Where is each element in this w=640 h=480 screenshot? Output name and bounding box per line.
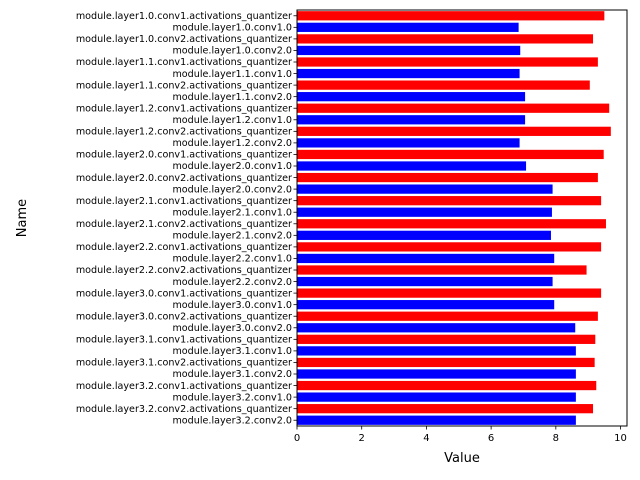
y-tick-label: module.layer2.0.conv2.activations_quanti… xyxy=(76,173,292,184)
bar-15 xyxy=(297,184,553,194)
x-axis-label: Value xyxy=(444,451,480,466)
y-tick-label: module.layer3.1.conv1.activations_quanti… xyxy=(76,335,292,346)
bar-8 xyxy=(297,103,610,113)
bar-26 xyxy=(297,311,598,321)
bar-27 xyxy=(297,323,576,333)
y-tick-label: module.layer1.1.conv2.0 xyxy=(172,92,292,103)
y-tick-labels: module.layer1.0.conv1.activations_quanti… xyxy=(76,11,297,426)
y-tick-label: module.layer3.0.conv2.0 xyxy=(172,323,292,334)
y-tick-label: module.layer3.2.conv2.activations_quanti… xyxy=(76,404,292,415)
bar-11 xyxy=(297,138,520,148)
bar-14 xyxy=(297,172,598,183)
y-tick-label: module.layer1.0.conv1.0 xyxy=(172,23,292,34)
bar-10 xyxy=(297,126,611,136)
y-tick-label: module.layer2.2.conv1.0 xyxy=(172,254,292,265)
bar-13 xyxy=(297,161,527,171)
bar-25 xyxy=(297,300,555,310)
x-tick-label: 4 xyxy=(423,433,429,444)
bar-18 xyxy=(297,219,606,229)
y-tick-label: module.layer2.0.conv1.activations_quanti… xyxy=(76,150,292,161)
bar-12 xyxy=(297,149,604,160)
y-tick-label: module.layer1.2.conv1.activations_quanti… xyxy=(76,103,292,114)
bar-5 xyxy=(297,68,520,79)
y-tick-label: module.layer2.2.conv2.activations_quanti… xyxy=(76,265,292,276)
y-tick-label: module.layer3.0.conv2.activations_quanti… xyxy=(76,311,292,322)
y-tick-label: module.layer2.1.conv1.activations_quanti… xyxy=(76,196,292,207)
bars-group xyxy=(297,11,611,425)
y-tick-label: module.layer1.2.conv1.0 xyxy=(172,115,292,126)
y-tick-label: module.layer2.1.conv2.0 xyxy=(172,231,292,242)
x-tick-label: 8 xyxy=(553,433,559,444)
bar-21 xyxy=(297,253,555,264)
y-tick-label: module.layer2.1.conv2.activations_quanti… xyxy=(76,219,292,230)
y-tick-label: module.layer3.0.conv1.activations_quanti… xyxy=(76,288,292,299)
bar-0 xyxy=(297,11,605,21)
y-axis-label: Name xyxy=(15,199,30,237)
plot-frame xyxy=(296,9,628,427)
x-ticks: 0 2 4 6 8 10 xyxy=(294,426,627,444)
bar-6 xyxy=(297,80,590,90)
bar-35 xyxy=(297,415,576,425)
y-tick-label: module.layer1.0.conv2.0 xyxy=(172,46,292,57)
bar-20 xyxy=(297,242,602,252)
bar-23 xyxy=(297,276,553,287)
y-tick-label: module.layer3.2.conv2.0 xyxy=(172,415,292,426)
y-tick-label: module.layer1.0.conv2.activations_quanti… xyxy=(76,34,292,45)
y-tick-label: module.layer3.2.conv1.0 xyxy=(172,392,292,403)
bar-1 xyxy=(297,22,519,32)
bar-30 xyxy=(297,357,595,368)
bar-33 xyxy=(297,392,576,402)
bar-22 xyxy=(297,265,587,275)
bar-9 xyxy=(297,115,526,125)
y-tick-label: module.layer2.1.conv1.0 xyxy=(172,207,292,218)
bar-17 xyxy=(297,207,552,217)
bar-31 xyxy=(297,369,576,379)
bar-19 xyxy=(297,230,551,240)
x-tick-label: 0 xyxy=(294,433,300,444)
bar-7 xyxy=(297,92,526,102)
bar-32 xyxy=(297,380,597,391)
y-tick-label: module.layer3.1.conv1.0 xyxy=(172,346,292,357)
bar-34 xyxy=(297,404,594,414)
bar-4 xyxy=(297,57,598,67)
y-tick-label: module.layer2.2.conv2.0 xyxy=(172,277,292,288)
y-tick-label: module.layer1.1.conv1.0 xyxy=(172,69,292,80)
y-tick-label: module.layer3.1.conv2.0 xyxy=(172,369,292,380)
bar-16 xyxy=(297,196,602,206)
bar-28 xyxy=(297,334,596,344)
y-tick-label: module.layer1.1.conv1.activations_quanti… xyxy=(76,57,292,68)
y-tick-label: module.layer3.2.conv1.activations_quanti… xyxy=(76,381,292,392)
y-tick-label: module.layer2.0.conv1.0 xyxy=(172,161,292,172)
y-tick-label: module.layer1.2.conv2.activations_quanti… xyxy=(76,127,292,138)
y-tick-label: module.layer3.0.conv1.0 xyxy=(172,300,292,311)
x-tick-label: 6 xyxy=(488,433,494,444)
bar-29 xyxy=(297,346,576,356)
x-tick-label: 10 xyxy=(614,433,627,444)
y-tick-label: module.layer1.0.conv1.activations_quanti… xyxy=(76,11,292,22)
y-tick-label: module.layer2.2.conv1.activations_quanti… xyxy=(76,242,292,253)
bar-24 xyxy=(297,288,602,298)
y-tick-label: module.layer1.1.conv2.activations_quanti… xyxy=(76,80,292,91)
bar-3 xyxy=(297,45,521,56)
y-tick-label: module.layer3.1.conv2.activations_quanti… xyxy=(76,358,292,369)
bar-2 xyxy=(297,34,594,44)
y-tick-label: module.layer2.0.conv2.0 xyxy=(172,184,292,195)
y-tick-label: module.layer1.2.conv2.0 xyxy=(172,138,292,149)
x-tick-label: 2 xyxy=(359,433,365,444)
